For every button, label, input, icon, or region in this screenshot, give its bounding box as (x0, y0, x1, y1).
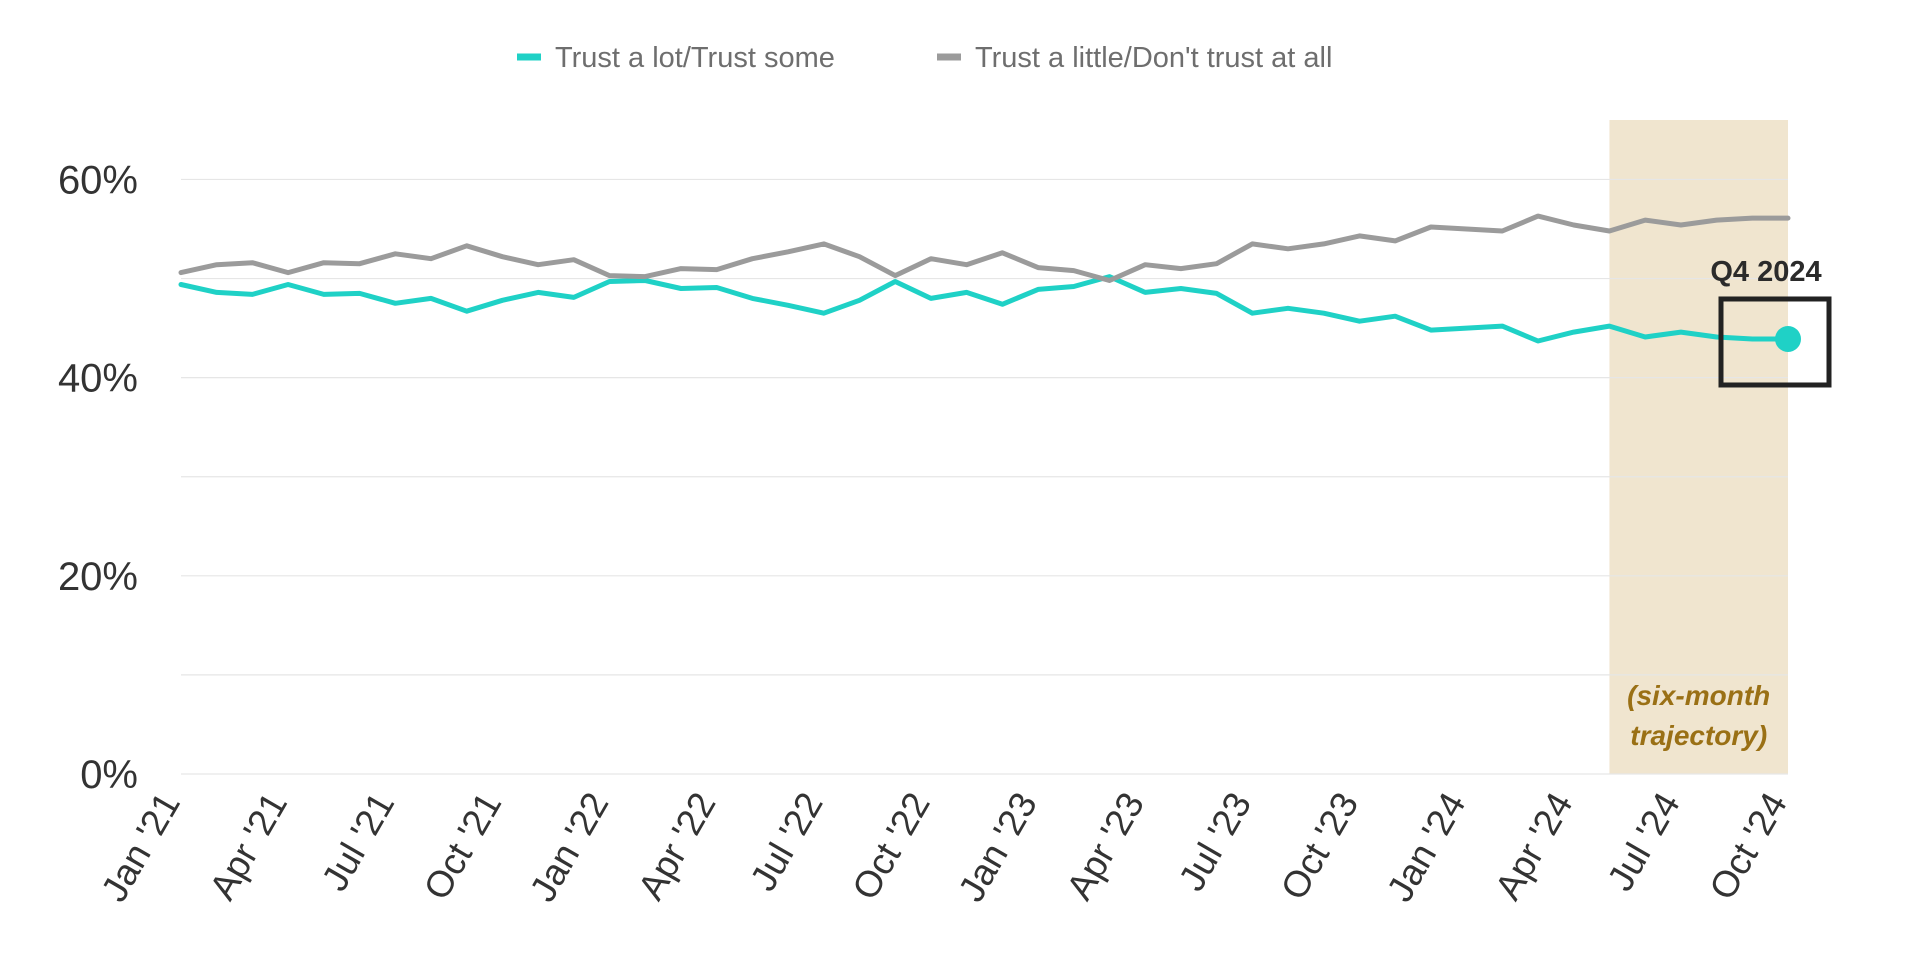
x-tick-label: Oct '21 (416, 786, 510, 907)
x-tick-label: Apr '21 (202, 786, 296, 907)
x-tick-label: Apr '24 (1487, 786, 1581, 907)
y-tick-label: 60% (58, 158, 138, 202)
x-tick-label: Jan '22 (522, 786, 617, 909)
distrust-series-line (178, 213, 1791, 283)
x-tick-label: Apr '23 (1059, 786, 1153, 907)
callout-label: Q4 2024 (1710, 256, 1821, 288)
x-tick-label: Jul '21 (314, 786, 402, 898)
legend-label: Trust a little/Don't trust at all (975, 42, 1332, 74)
x-tick-label: Jan '23 (950, 786, 1045, 909)
highlight-note: (six-month (1627, 680, 1770, 711)
x-tick-label: Jul '24 (1599, 786, 1687, 898)
x-tick-label: Jan '21 (93, 786, 188, 909)
x-tick-label: Oct '23 (1273, 786, 1367, 907)
y-tick-label: 40% (58, 357, 138, 401)
y-tick-label: 0% (80, 753, 138, 797)
x-tick-label: Jul '22 (742, 786, 830, 898)
legend-label: Trust a lot/Trust some (555, 42, 835, 74)
highlight-note: trajectory) (1630, 720, 1767, 751)
x-tick-label: Jul '23 (1171, 786, 1259, 898)
callout-box (1718, 296, 1832, 388)
x-tick-label: Oct '22 (844, 786, 938, 907)
highlight-region (1609, 120, 1788, 774)
x-tick-label: Jan '24 (1379, 786, 1474, 909)
y-tick-label: 20% (58, 555, 138, 599)
callout-point (1775, 325, 1801, 352)
x-tick-label: Oct '24 (1701, 786, 1795, 907)
x-tick-label: Apr '22 (630, 786, 724, 907)
trust-series-line (178, 274, 1791, 344)
